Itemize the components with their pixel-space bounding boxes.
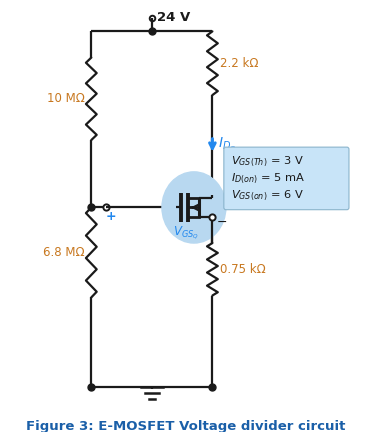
Text: 2.2 kΩ: 2.2 kΩ: [220, 57, 258, 70]
Text: $V_{GS(Th)}$ = 3 V: $V_{GS(Th)}$ = 3 V: [231, 154, 303, 168]
Circle shape: [162, 172, 226, 243]
Text: 10 MΩ: 10 MΩ: [47, 92, 85, 105]
Text: $I_{D_Q}$: $I_{D_Q}$: [219, 136, 237, 155]
FancyBboxPatch shape: [224, 147, 349, 210]
Text: +: +: [105, 210, 116, 223]
Text: $V_{GS_Q}$: $V_{GS_Q}$: [173, 225, 198, 241]
Text: −: −: [216, 216, 227, 229]
Text: $V_{GS(on)}$ = 6 V: $V_{GS(on)}$ = 6 V: [231, 189, 303, 203]
Text: 24 V: 24 V: [157, 11, 190, 24]
Text: 6.8 MΩ: 6.8 MΩ: [43, 246, 85, 259]
Text: 0.75 kΩ: 0.75 kΩ: [220, 263, 266, 276]
Text: Figure 3: E-MOSFET Voltage divider circuit: Figure 3: E-MOSFET Voltage divider circu…: [26, 420, 345, 432]
Text: $I_{D(on)}$ = 5 mA: $I_{D(on)}$ = 5 mA: [231, 172, 305, 186]
